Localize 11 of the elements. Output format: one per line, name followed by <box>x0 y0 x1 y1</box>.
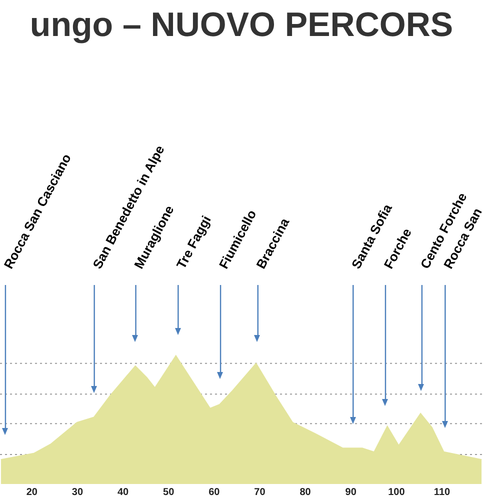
x-tick-label: 60 <box>208 486 220 498</box>
x-tick-label: 100 <box>388 486 406 498</box>
x-tick-label: 90 <box>345 486 357 498</box>
x-tick-label: 110 <box>434 486 450 498</box>
x-tick-label: 20 <box>26 486 38 498</box>
chart-title: ungo – NUOVO PERCORS <box>28 6 454 45</box>
x-tick-label: 70 <box>254 486 266 498</box>
x-tick-label: 50 <box>163 486 175 498</box>
x-tick-label: 40 <box>117 486 130 498</box>
x-tick-label: 80 <box>300 486 312 498</box>
x-tick-label: 30 <box>72 486 84 498</box>
